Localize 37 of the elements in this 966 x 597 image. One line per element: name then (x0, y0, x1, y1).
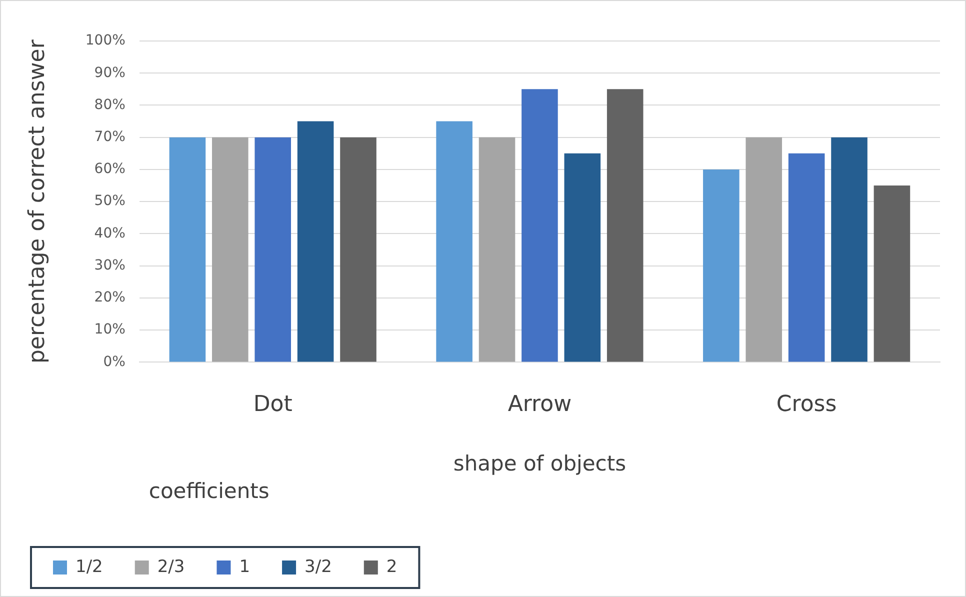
x-tick-label: Cross (776, 392, 837, 418)
bar (169, 137, 206, 362)
bar (831, 137, 868, 362)
bar (564, 153, 601, 362)
bar (874, 186, 910, 362)
bar (746, 137, 782, 362)
bar (478, 137, 516, 362)
bar (340, 137, 376, 362)
bar (436, 121, 472, 362)
y-tick-label: 20% (94, 290, 126, 306)
legend-label: 2/3 (157, 556, 185, 577)
y-tick-label: 70% (94, 129, 126, 145)
legend-label: 3/2 (304, 556, 332, 577)
y-tick-label: 0% (103, 354, 126, 370)
bar (606, 89, 644, 362)
x-axis-title: shape of objects (453, 452, 626, 476)
legend-label: 1/2 (76, 556, 103, 577)
bar (703, 169, 740, 362)
legend-title: coefficients (148, 478, 270, 503)
x-tick-label: Dot (253, 392, 293, 418)
y-tick-label: 40% (94, 225, 126, 242)
legend-label: 1 (239, 556, 250, 577)
bar (254, 137, 291, 362)
legend-label: 2 (386, 556, 398, 577)
y-tick-label: 30% (94, 257, 126, 274)
y-axis-title: percentage of correct answer (24, 38, 50, 364)
y-tick-label: 10% (94, 322, 126, 338)
bar (522, 89, 558, 362)
x-tick-label: Arrow (508, 392, 572, 418)
bar (212, 137, 248, 362)
y-tick-label: 90% (94, 64, 126, 81)
y-tick-label: 80% (94, 96, 126, 113)
bar (788, 153, 825, 362)
y-tick-label: 60% (94, 161, 126, 178)
bar (297, 121, 334, 362)
y-tick-label: 50% (94, 193, 126, 210)
y-tick-label: 100% (85, 32, 126, 49)
